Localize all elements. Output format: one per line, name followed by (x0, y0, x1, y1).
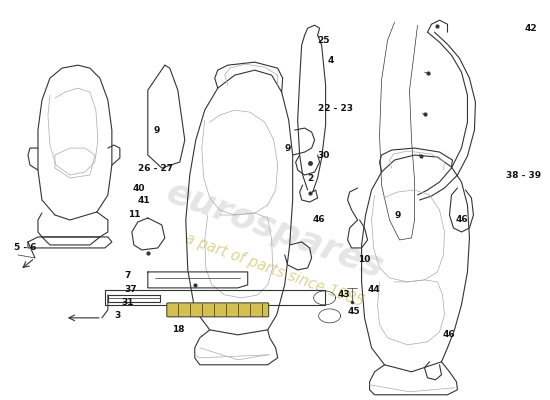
FancyBboxPatch shape (167, 303, 269, 317)
Text: 46: 46 (443, 330, 455, 339)
Text: 42: 42 (524, 24, 537, 33)
Text: 3: 3 (115, 311, 121, 320)
Text: 41: 41 (138, 196, 151, 204)
Text: a part of parts since 1985: a part of parts since 1985 (183, 230, 366, 309)
Text: 46: 46 (455, 216, 468, 224)
Text: 4: 4 (328, 56, 334, 65)
Text: 31: 31 (122, 298, 134, 307)
Text: 43: 43 (338, 290, 350, 299)
Text: 9: 9 (285, 144, 291, 152)
Text: 9: 9 (394, 212, 401, 220)
Text: 22 - 23: 22 - 23 (318, 104, 353, 113)
Text: 5 - 6: 5 - 6 (14, 244, 36, 252)
Text: 26 - 27: 26 - 27 (138, 164, 173, 172)
Text: 46: 46 (312, 216, 325, 224)
Text: 45: 45 (348, 307, 360, 316)
Text: 40: 40 (133, 184, 145, 192)
Text: 10: 10 (358, 256, 370, 264)
Text: 11: 11 (128, 210, 140, 220)
Text: eurospares: eurospares (162, 175, 388, 285)
Text: 44: 44 (367, 285, 380, 294)
Text: 37: 37 (125, 285, 138, 294)
Text: 9: 9 (154, 126, 160, 134)
Text: 18: 18 (172, 325, 184, 334)
Text: 38 - 39: 38 - 39 (507, 170, 542, 180)
Text: 7: 7 (125, 272, 131, 280)
Text: 30: 30 (318, 150, 330, 160)
Text: 2: 2 (307, 174, 314, 182)
Text: 25: 25 (318, 36, 330, 45)
